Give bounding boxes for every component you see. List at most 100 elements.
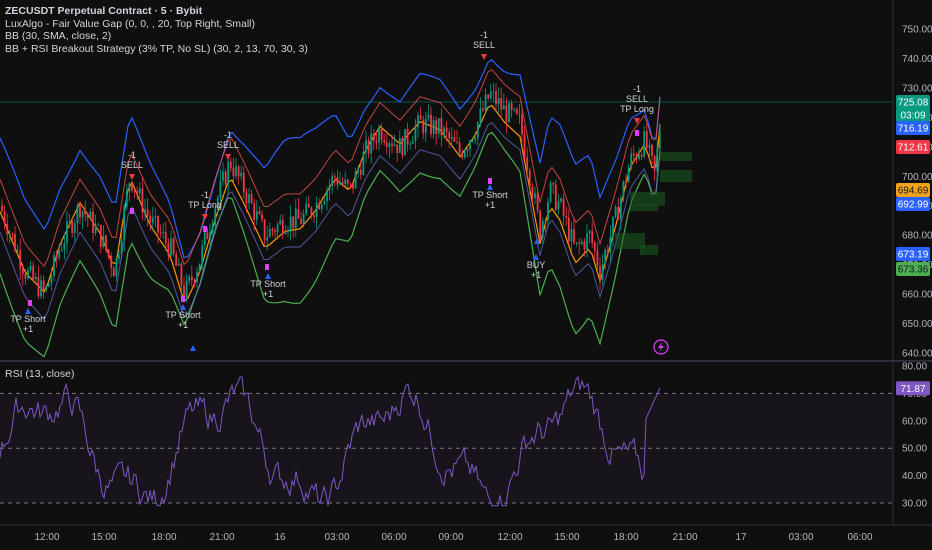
candle-body [606,250,609,253]
signal-label: BUY [527,260,546,270]
time-axis-label: 03:00 [324,532,349,543]
price-axis-label: 750.00 [902,25,932,36]
candle-body [339,182,341,185]
candle-body [645,131,648,148]
candle-body [495,91,497,105]
symbol-title[interactable]: ZECUSDT Perpetual Contract · 5 · Bybit [5,5,203,17]
price-badge[interactable] [896,108,930,122]
candle-body [411,141,414,144]
candle-body [47,283,50,287]
indicator-strategy-label[interactable]: BB + RSI Breakout Strategy (3% TP, No SL… [5,42,308,55]
signal-arrow-icon [533,254,539,260]
lightning-alert-icon[interactable] [653,339,669,355]
candle-body [344,179,347,184]
indicator-fvg-label[interactable]: LuxAlgo - Fair Value Gap (0, 0, , 20, To… [5,17,255,30]
candle-body [609,236,612,253]
price-badge[interactable] [896,183,930,197]
candle-body [89,211,92,218]
candle-body [297,208,300,219]
candle-body [313,215,315,218]
candle-body [32,265,35,280]
price-axis-label: 660.00 [902,290,932,301]
time-axis-label: 18:00 [151,532,176,543]
candle-body [328,185,331,191]
candle-body [94,224,97,234]
candle-body [417,115,419,128]
candle-body [242,172,245,193]
candle-body [625,181,627,183]
price-badge[interactable] [896,140,930,154]
candle-body [240,172,243,177]
candle-body [185,280,188,298]
candle-body [261,214,263,220]
bb-lower-line [0,131,661,358]
signal-label: -1 [201,190,209,200]
candle-body [505,105,508,123]
bb-inner-upper-line [0,68,661,268]
candle-body [40,280,42,297]
candle-body [357,170,360,172]
candle-body [565,216,568,218]
indicator-bb-label[interactable]: BB (30, SMA, close, 2) [5,30,112,43]
candle-body [21,268,24,274]
rsi-axis-label: 50.00 [902,444,927,455]
price-badge[interactable] [896,247,930,261]
signal-label: -1 [480,30,488,40]
candle-body [560,198,562,202]
candle-body [528,170,531,187]
candle-body [544,220,547,222]
candle-body [37,276,40,297]
time-axis-label: 17 [735,532,747,543]
signal-label: -1 [128,150,136,160]
candle-body [68,221,71,223]
price-badge[interactable] [896,95,930,109]
candle-body [219,180,222,198]
rsi-legend[interactable]: RSI (13, close) [5,368,75,380]
candle-body [422,119,425,133]
fvg-box [660,152,692,161]
price-axis-label: 680.00 [902,231,932,242]
candle-body [463,151,466,158]
rsi-badge[interactable] [896,381,930,396]
candle-body [331,176,334,186]
candle-body [471,140,474,142]
candle-body [8,233,11,235]
candle-body [336,177,339,185]
price-badge[interactable] [896,197,930,211]
candle-body [209,232,211,240]
candle-body [102,235,105,247]
candle-body [549,183,552,203]
candle-body [172,238,175,255]
candle-body [245,192,248,203]
candle-body [591,231,594,243]
candle-body [253,202,256,220]
price-badge-text: 673.36 [898,265,929,276]
candle-body [53,255,55,277]
price-axis-label: 650.00 [902,319,932,330]
candle-body [201,245,204,264]
candle-body [588,231,591,234]
signal-label: SELL [626,94,648,104]
candle-body [419,115,422,120]
buy-arrow-icon [190,345,196,351]
chart-legend: ZECUSDT Perpetual Contract · 5 · Bybit L… [5,5,308,55]
candle-body [562,198,565,217]
price-badge[interactable] [896,262,930,276]
candle-body [133,190,136,192]
price-badge-text: 694.69 [898,186,929,197]
time-axis-label: 16 [274,532,286,543]
candle-body [84,210,87,215]
candle-body [367,140,370,154]
candle-body [656,148,659,171]
candle-body [635,155,638,160]
signal-label: +1 [23,324,33,334]
price-badge[interactable] [896,121,930,135]
candle-body [206,232,209,240]
candle-body [154,216,157,218]
candle-body [614,206,617,217]
candle-body [29,265,32,271]
candle-body [190,276,193,281]
candle-body [604,250,607,265]
candle-body [229,161,232,169]
